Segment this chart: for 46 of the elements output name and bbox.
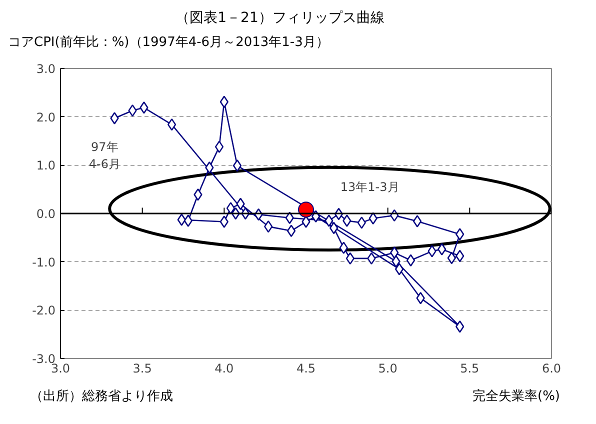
point <box>357 216 366 229</box>
point <box>368 212 378 224</box>
point <box>214 140 224 153</box>
annotation: 13年1-3月 <box>340 180 400 194</box>
y-tick-label: 2.0 <box>36 110 56 124</box>
point <box>324 214 334 227</box>
chart-title: （図表1－21）フィリップス曲線 <box>174 9 386 28</box>
point <box>140 102 148 114</box>
x-tick-label: 3.5 <box>132 362 152 376</box>
point <box>232 160 242 172</box>
y-tick-label: 3.0 <box>36 62 56 76</box>
point <box>456 228 464 240</box>
x-tick-label: 5.5 <box>460 362 480 376</box>
point <box>220 96 228 108</box>
x-tick-label: 4.0 <box>214 362 234 376</box>
point <box>226 202 236 214</box>
point <box>390 246 399 259</box>
text: （出所）総務省より作成 <box>30 388 173 406</box>
point <box>406 254 416 267</box>
point <box>285 212 294 224</box>
point <box>177 214 186 226</box>
point <box>394 262 404 276</box>
y-tick-label: -1.0 <box>32 255 56 270</box>
point <box>392 255 400 268</box>
y-tick-label: 1.0 <box>36 158 56 173</box>
point <box>412 215 422 228</box>
point <box>342 214 352 227</box>
x-axis-title: 完全失業率(%) <box>472 388 560 406</box>
point <box>339 242 348 254</box>
point <box>236 198 245 210</box>
y-tick-label: 0.0 <box>36 207 56 221</box>
point <box>220 216 228 228</box>
y-axis-title: コアCPI(前年比：%) <box>7 35 130 50</box>
point <box>194 188 202 201</box>
annotation: 97年 4-6月 <box>88 140 120 171</box>
point <box>346 252 355 265</box>
y-tick-label: -2.0 <box>32 304 56 318</box>
point <box>167 118 176 131</box>
x-tick-label: 4.5 <box>296 362 316 376</box>
point <box>184 214 192 227</box>
point <box>428 245 436 258</box>
x-tick-label: 5.0 <box>378 362 398 376</box>
x-tick-label: 6.0 <box>542 362 562 376</box>
point <box>438 243 446 256</box>
point <box>286 224 296 238</box>
point <box>110 112 119 124</box>
